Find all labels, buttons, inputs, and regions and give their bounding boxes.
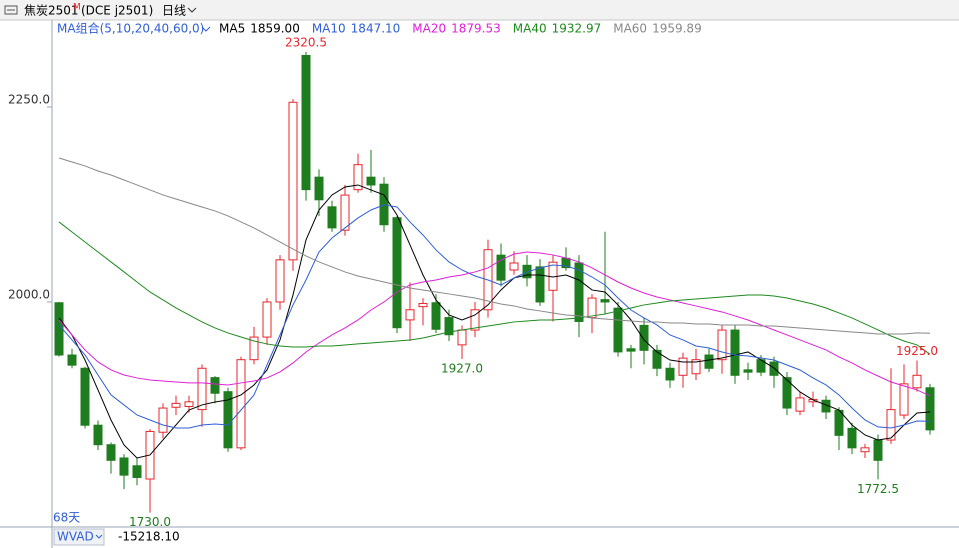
candle-body [925,387,935,431]
candle-body [626,348,636,352]
sub-panel-value: -15218.10 [118,530,180,544]
candle-body [639,324,649,351]
candle-body [80,367,90,426]
candle-body [431,302,441,330]
candle-body [574,262,584,322]
candle-body [405,309,415,321]
legend-name: MA5 [219,22,245,36]
candle-body [106,444,116,461]
candle-body [327,206,337,229]
legend-name: MA40 [513,22,547,36]
ma-line [58,184,931,459]
candle-body [743,369,753,373]
candle-body [158,407,168,433]
candle-body [210,377,220,394]
sub-panel-name[interactable]: WVAD [57,530,94,544]
candle-body [704,354,714,369]
sub-panel-selector[interactable] [53,528,105,546]
candle-body [236,359,246,449]
candle-body [535,266,545,303]
candle-body [470,309,480,331]
legend-name: MA60 [613,22,647,36]
candle-body [795,397,805,412]
candle-body [782,377,792,409]
candle-body [587,297,597,319]
candle-body [262,301,272,338]
period[interactable]: 日线 [162,4,186,18]
high-label: 2320.5 [285,35,327,49]
low-label: 1772.5 [857,482,899,496]
high-label: 1925.0 [896,344,938,358]
candle-body [860,447,870,453]
candle-body [899,383,909,416]
candle-body [444,317,454,336]
candle-body [600,299,610,303]
symbol[interactable]: 焦炭2501 [24,4,79,18]
legend-name: MA20 [412,22,446,36]
candle-body [119,457,129,476]
candle-body [613,307,623,353]
candle-body [67,354,77,366]
candle-body [301,54,311,191]
toolbar-icon[interactable] [4,5,18,15]
days-label: 68天 [53,511,80,525]
ma-line [58,204,931,429]
sub-panel-caret[interactable] [95,534,103,539]
low-label: 1927.0 [441,361,483,375]
candle-body [769,361,779,376]
candle-body [496,254,506,281]
candle-body [93,424,103,446]
candle-body [730,329,740,376]
toolbar [0,0,959,20]
candle-body [314,176,324,201]
ma-line [58,221,931,355]
candle-body [392,217,402,329]
indicator-caret[interactable] [201,26,211,32]
candle-body [249,336,259,361]
candle-body [886,409,896,441]
candle-body [691,359,701,375]
candle-body [652,349,662,369]
candle-body [457,329,467,346]
ma-line [58,251,931,397]
y-tick-label: 2000.0 [8,287,50,301]
legend-value: 1932.97 [552,22,602,36]
candle-body [132,465,142,478]
candle-body [418,303,428,308]
low-label: 1730.0 [129,515,171,529]
candle-body [912,374,922,389]
legend-name: MA10 [312,22,346,36]
candle-body [509,262,519,271]
candle-body [353,164,363,191]
candle-body [340,194,350,231]
candle-body [288,101,298,261]
dropdown-caret[interactable] [187,7,197,13]
candle-body [834,409,844,436]
ma-line [58,157,931,335]
candle-body [665,367,675,381]
candle-body [873,439,883,461]
candle-body [366,176,376,186]
candle-body [171,402,181,408]
legend-value: 1879.53 [451,22,501,36]
candle-body [197,367,207,411]
exchange-code: (DCE j2501) [81,4,153,18]
indicator-title[interactable]: MA组合(5,10,20,40,60,0) [57,21,204,36]
candle-body [275,259,285,303]
candle-body [184,401,194,407]
candle-body [678,357,688,376]
symbol-flag: M [73,3,81,13]
y-tick-label: 2250.0 [8,92,50,106]
candle-body [847,427,857,449]
legend-value: 1847.10 [351,22,401,36]
candle-body [717,329,727,361]
legend-value: 1859.00 [250,22,300,36]
legend-value: 1959.89 [652,22,702,36]
